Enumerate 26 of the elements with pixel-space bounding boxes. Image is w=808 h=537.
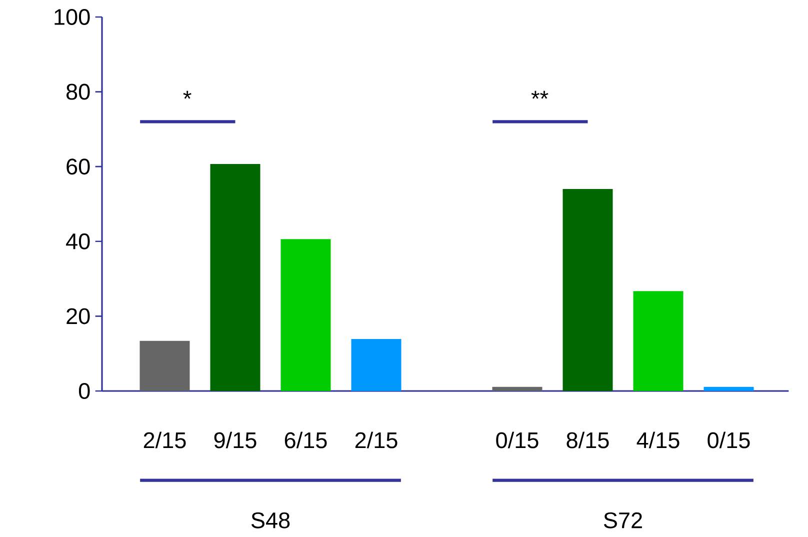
x-tick-label: 0/15 xyxy=(496,432,538,448)
y-tick-label: 20 xyxy=(66,308,90,324)
bar xyxy=(140,340,190,391)
y-tick-label: 80 xyxy=(66,84,90,100)
y-tick-label: 100 xyxy=(54,9,90,25)
annotation: * xyxy=(183,90,192,99)
x-tick-label: 9/15 xyxy=(214,432,256,448)
x-tick-label: 6/15 xyxy=(284,432,327,448)
x-tick-label: 0/15 xyxy=(708,432,750,448)
bar xyxy=(704,386,754,391)
bar xyxy=(562,189,613,391)
bar xyxy=(492,386,542,391)
y-tick-label: 40 xyxy=(66,233,90,250)
bar xyxy=(351,339,402,391)
x-tick-label: 2/15 xyxy=(144,432,186,448)
bar xyxy=(633,291,684,391)
annotation: ** xyxy=(531,90,548,99)
x-tick-label: 2/15 xyxy=(355,432,398,448)
y-tick-label: 0 xyxy=(78,383,90,399)
y-tick-label: 60 xyxy=(66,158,90,175)
bar xyxy=(210,164,260,391)
x-tick-label: 8/15 xyxy=(566,432,609,448)
text: S72 xyxy=(604,512,642,528)
x-tick-label: 4/15 xyxy=(636,432,680,448)
bar xyxy=(280,239,331,391)
text: S48 xyxy=(251,512,290,528)
